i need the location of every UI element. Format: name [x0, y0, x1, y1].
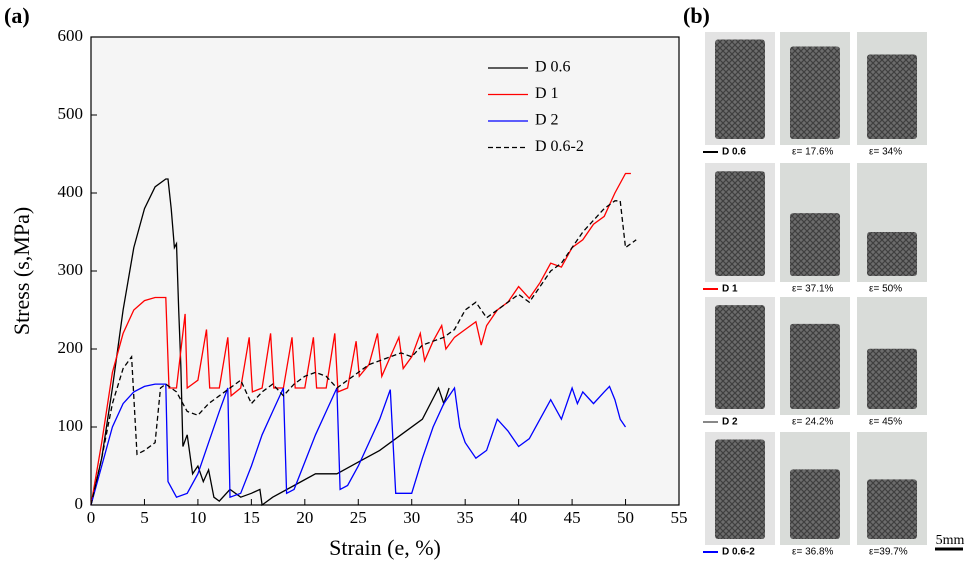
sample-photo [867, 54, 917, 140]
photo-caption: ε=39.7% [869, 547, 908, 558]
panel-label: (b) [683, 3, 710, 28]
sample-photo [790, 46, 840, 140]
y-tick-label: 100 [58, 416, 84, 435]
x-tick-label: 0 [87, 508, 96, 527]
y-tick-label: 200 [58, 338, 84, 357]
plot-area [90, 36, 680, 506]
sample-photo [867, 479, 917, 539]
sample-photo [790, 213, 840, 276]
legend-label: D 1 [535, 85, 559, 102]
row-label: D 0.6 [722, 147, 746, 158]
x-tick-label: 10 [189, 508, 206, 527]
y-tick-label: 0 [75, 494, 84, 513]
y-tick-label: 500 [58, 104, 84, 123]
sample-photo [790, 469, 840, 539]
scale-label: 5mm [936, 533, 965, 548]
photo-caption: ε= 50% [869, 284, 902, 295]
y-tick-label: 400 [58, 182, 84, 201]
panel-label: (a) [4, 3, 30, 28]
x-tick-label: 55 [671, 508, 688, 527]
legend-label: D 0.6-2 [535, 138, 584, 155]
photo-caption: ε= 24.2% [792, 417, 834, 428]
photo-caption: ε= 17.6% [792, 147, 834, 158]
x-tick-label: 20 [296, 508, 313, 527]
sample-photo [790, 323, 840, 409]
series-line [90, 178, 450, 507]
x-tick-label: 30 [403, 508, 420, 527]
series-line [90, 383, 627, 506]
row-label: D 2 [722, 417, 738, 428]
x-axis-label: Strain (e, %) [329, 535, 441, 560]
legend-label: D 0.6 [535, 59, 571, 76]
y-axis-label: Stress (s,MPa) [9, 207, 34, 335]
photo-caption: ε= 45% [869, 417, 902, 428]
legend-label: D 2 [535, 112, 559, 129]
x-tick-label: 45 [564, 508, 581, 527]
series-line [90, 172, 631, 506]
x-tick-label: 25 [350, 508, 367, 527]
y-tick-label: 300 [58, 260, 84, 279]
x-tick-label: 35 [457, 508, 474, 527]
photo-caption: ε= 37.1% [792, 284, 834, 295]
series-line [90, 200, 637, 506]
photo-caption: ε= 34% [869, 147, 902, 158]
x-tick-label: 15 [243, 508, 260, 527]
photo-caption: ε= 36.8% [792, 547, 834, 558]
row-label: D 1 [722, 284, 738, 295]
sample-photo [715, 39, 765, 140]
sample-photo [715, 439, 765, 539]
x-tick-label: 40 [510, 508, 527, 527]
row-label: D 0.6-2 [722, 547, 755, 558]
x-tick-label: 50 [617, 508, 634, 527]
sample-photo [867, 348, 917, 409]
sample-photo [867, 232, 917, 276]
y-tick-label: 600 [58, 26, 84, 45]
x-tick-label: 5 [140, 508, 149, 527]
sample-photo [715, 305, 765, 409]
sample-photo [715, 171, 765, 276]
